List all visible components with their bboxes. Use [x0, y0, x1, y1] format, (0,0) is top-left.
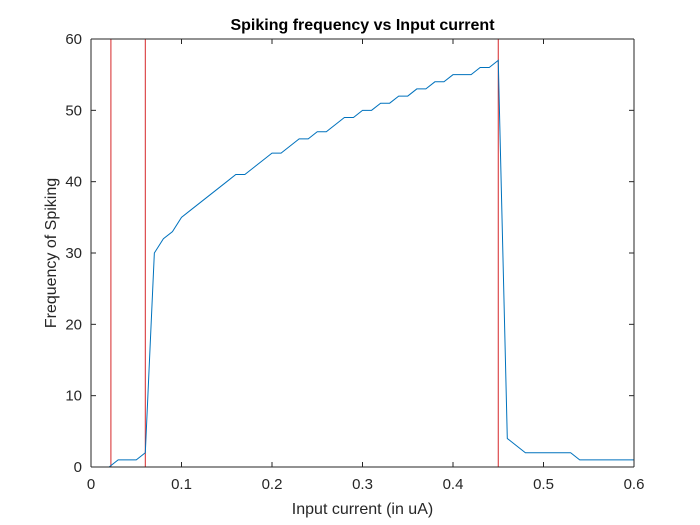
x-axis-label: Input current (in uA) — [292, 501, 433, 518]
series-group — [91, 59, 634, 468]
axes: 0 0.1 0.2 0.3 0.4 0.5 0.6 0 10 20 30 40 50 60 — [65, 31, 644, 493]
y-tick-label: 30 — [65, 245, 82, 262]
x-tick-label: 0.4 — [443, 476, 464, 493]
chart-title: Spiking frequency vs Input current — [230, 17, 495, 34]
y-tick-label: 0 — [74, 459, 82, 476]
y-tick-label: 20 — [65, 316, 82, 333]
y-tick-label: 60 — [65, 31, 82, 48]
series-line — [91, 59, 634, 468]
y-tick-label: 40 — [65, 174, 82, 191]
x-tick-label: 0.2 — [262, 476, 283, 493]
y-tick-label: 50 — [65, 102, 82, 119]
vertical-lines — [110, 39, 499, 467]
x-tick-label: 0.1 — [171, 476, 192, 493]
plot-area — [91, 39, 634, 467]
x-tick-label: 0.3 — [352, 476, 373, 493]
x-tick-label: 0.5 — [533, 476, 554, 493]
x-tick-label: 0.6 — [624, 476, 645, 493]
y-axis-label: Frequency of Spiking — [43, 178, 60, 328]
x-tick-label: 0 — [87, 476, 95, 493]
y-tick-label: 10 — [65, 388, 82, 405]
